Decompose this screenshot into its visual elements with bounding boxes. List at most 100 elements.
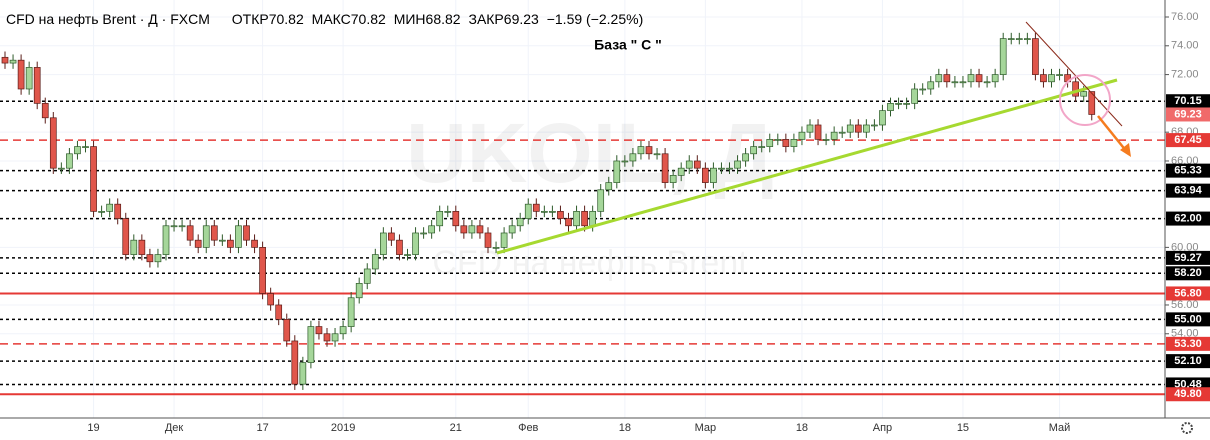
candle-body: [734, 160, 741, 169]
candle-body: [1040, 74, 1047, 83]
candle-body: [1007, 38, 1015, 40]
y-tick-label: 74.00: [1171, 40, 1199, 52]
candle-body: [460, 225, 468, 234]
level-label-box: [1166, 336, 1210, 351]
last-price-label: 69.23: [1174, 108, 1202, 120]
candle-body: [259, 247, 266, 294]
ohlc-label: ОТКР: [232, 11, 269, 27]
level-label-box: [1166, 266, 1210, 281]
candle-body: [1048, 74, 1055, 83]
candle-body: [82, 146, 89, 148]
candle-body: [154, 254, 162, 263]
candle-body: [701, 167, 709, 183]
candle-body: [935, 74, 943, 83]
level-label: 63.94: [1174, 185, 1202, 197]
candle-body: [235, 225, 242, 248]
candle-body: [363, 268, 371, 284]
level-label-box: [1166, 133, 1210, 148]
candle-body: [959, 81, 967, 84]
axis: 76.0074.0072.0068.0066.0060.0056.0054.00…: [87, 11, 1210, 434]
candles: [1, 32, 1096, 390]
candle-body: [516, 218, 524, 227]
candle-body: [718, 167, 725, 170]
candle-body: [388, 232, 395, 241]
candle-body: [170, 225, 178, 228]
candle-body: [726, 167, 733, 170]
x-tick-label: 2019: [331, 422, 355, 434]
x-tick-label: Май: [1049, 422, 1071, 434]
candle-body: [412, 232, 419, 255]
x-tick-label: 19: [87, 422, 99, 434]
level-label: 49.80: [1174, 388, 1202, 400]
settings-icon[interactable]: [1181, 422, 1193, 434]
candle-body: [476, 225, 484, 234]
candle-body: [1088, 91, 1096, 115]
level-label-box: [1166, 94, 1210, 109]
candle-body: [444, 211, 452, 213]
ohlc-label: ЗАКР: [468, 11, 503, 27]
level-label-box: [1166, 354, 1210, 369]
candle-body: [895, 103, 902, 105]
levels: [0, 100, 1165, 396]
candle-body: [49, 117, 57, 169]
candle-body: [653, 153, 661, 156]
candle-body: [355, 283, 363, 299]
candle-body: [396, 239, 403, 255]
candle-body: [991, 74, 999, 83]
level-label-box: [1166, 286, 1210, 301]
candle-body: [879, 110, 886, 126]
candle-body: [452, 211, 460, 227]
candle-body: [927, 81, 935, 90]
candle-body: [782, 139, 790, 147]
x-tick-label: Фев: [518, 422, 538, 434]
candle-body: [846, 124, 854, 133]
candle-body: [838, 131, 846, 134]
annotation: База " С ": [594, 37, 662, 53]
watermark: CFD на нефть Brent: [432, 244, 748, 282]
ohlc-value: 68.82: [426, 11, 461, 27]
candle-body: [669, 175, 677, 183]
x-tick-label: 18: [619, 422, 631, 434]
candle-body: [428, 225, 435, 234]
header: CFD на нефть Brent · Д · FXCM ОТКР70.82 …: [6, 11, 643, 27]
candle-body: [919, 88, 927, 91]
level-label-box: [1166, 387, 1210, 402]
candle-body: [806, 124, 814, 133]
candle-body: [911, 88, 919, 104]
watermark: UKOIL, Д: [406, 106, 774, 200]
candle-body: [122, 218, 130, 255]
candle-body: [130, 239, 138, 255]
trend-line: [1025, 21, 1123, 127]
candle-body: [436, 211, 444, 227]
candle-body: [106, 203, 114, 212]
ohlc-label: МИН: [394, 11, 426, 27]
candle-body: [693, 160, 701, 169]
level-label: 58.20: [1174, 267, 1202, 279]
candle-body: [210, 225, 218, 241]
arrow-head: [1120, 143, 1131, 157]
candle-body: [17, 59, 25, 90]
candle-body: [999, 38, 1007, 75]
candle-body: [98, 211, 105, 213]
candle-body: [589, 211, 597, 227]
candle-body: [943, 74, 951, 83]
level-label: 52.10: [1174, 355, 1202, 367]
candle-body: [766, 139, 774, 147]
candle-body: [202, 225, 210, 248]
change: −1.59 (−2.25%): [547, 11, 644, 27]
x-tick-label: Апр: [873, 422, 892, 434]
candle-body: [710, 167, 717, 183]
candle-body: [967, 74, 975, 83]
candle-body: [339, 326, 347, 335]
candle-body: [9, 59, 17, 64]
candle-body: [790, 139, 798, 147]
candle-body: [468, 225, 476, 234]
candle-body: [251, 239, 258, 248]
candle-body: [380, 232, 387, 255]
candle-body: [323, 333, 331, 342]
candle-body: [887, 103, 894, 111]
level-label-box: [1166, 312, 1210, 327]
candle-body: [565, 218, 572, 227]
candle-body: [114, 203, 122, 219]
candle-body: [549, 211, 556, 213]
